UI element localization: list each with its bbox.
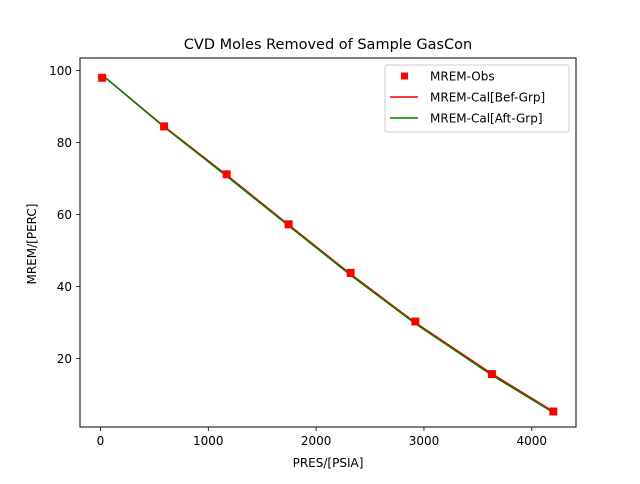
data-point-marker xyxy=(411,317,420,326)
chart-title: CVD Moles Removed of Sample GasCon xyxy=(184,37,472,53)
x-tick-label: 0 xyxy=(97,434,105,448)
plot-area xyxy=(98,73,558,416)
legend-label: MREM-Cal[Bef-Grp] xyxy=(430,91,545,105)
axes-frame xyxy=(79,57,577,428)
x-ticks: 0 1000 2000 3000 4000 xyxy=(97,427,547,448)
y-ticks: 20 40 60 80 100 xyxy=(49,64,80,366)
x-tick-label: 3000 xyxy=(409,434,440,448)
y-tick-label: 40 xyxy=(57,280,72,294)
y-axis-label: MREM/[PERC] xyxy=(25,204,39,285)
data-point-marker xyxy=(487,370,496,379)
y-tick-label: 20 xyxy=(57,352,72,366)
legend-marker xyxy=(401,72,408,80)
legend: MREM-Obs MREM-Cal[Bef-Grp] MREM-Cal[Aft-Gr… xyxy=(384,64,570,133)
data-point-marker xyxy=(346,268,355,277)
y-tick-label: 100 xyxy=(49,64,72,78)
x-tick-label: 1000 xyxy=(193,434,224,448)
x-axis-label: PRES/[PSIA] xyxy=(293,456,364,470)
y-tick-label: 60 xyxy=(57,208,72,222)
data-point-marker xyxy=(222,170,231,179)
legend-label: MREM-Cal[Aft-Grp] xyxy=(430,112,543,126)
data-point-marker xyxy=(549,407,558,416)
legend-label: MREM-Obs xyxy=(430,70,495,84)
y-tick-label: 80 xyxy=(57,136,72,150)
data-point-marker xyxy=(160,122,169,131)
data-point-marker xyxy=(98,73,107,82)
x-tick-label: 4000 xyxy=(517,434,548,448)
data-point-marker xyxy=(284,220,293,229)
x-tick-label: 2000 xyxy=(301,434,332,448)
legend-box xyxy=(384,64,570,133)
series-line xyxy=(101,74,554,414)
